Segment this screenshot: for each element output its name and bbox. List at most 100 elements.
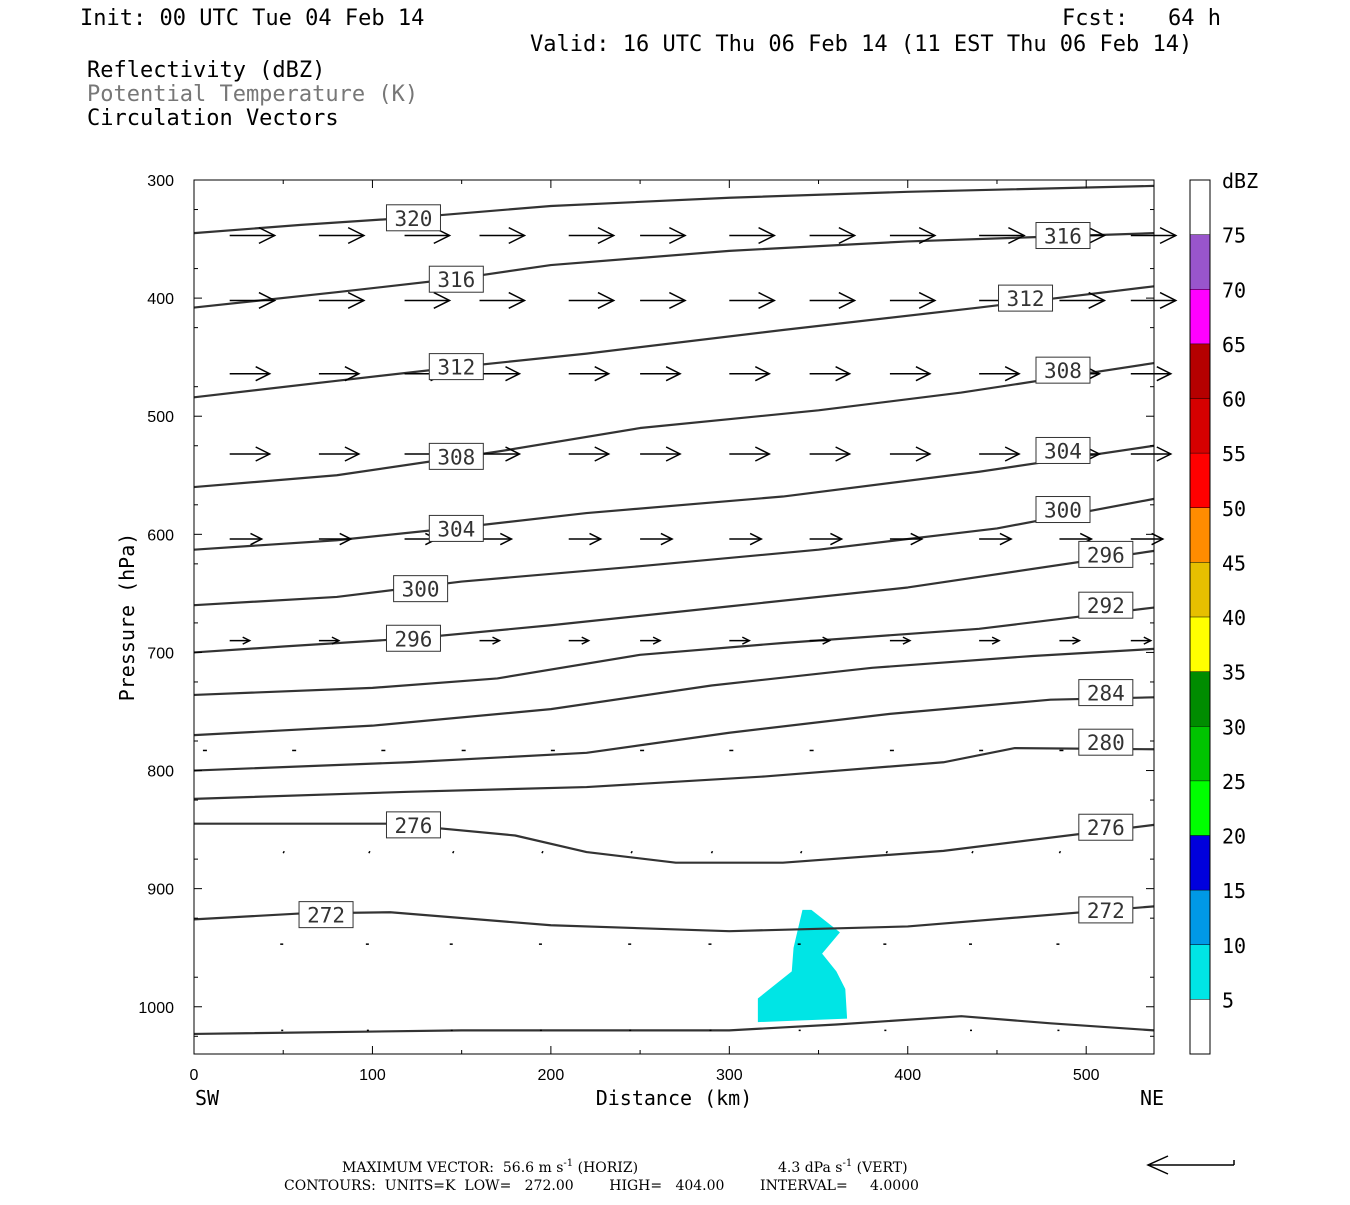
theta-contour-labels: 3203163163123123083083043043003002962962…	[298, 204, 1134, 929]
vector-head	[258, 291, 277, 310]
colorbar-segment	[1190, 507, 1210, 563]
y-tick-label: 800	[147, 764, 174, 781]
theta-label-box	[1035, 356, 1091, 384]
circulation-vector	[729, 291, 776, 310]
vector-head	[492, 636, 502, 645]
colorbar: 5 10 15 20 25 30 35 40 45 50 55 60 65 70 75	[1189, 179, 1246, 1055]
circulation-vector	[979, 366, 1021, 382]
theta-label-276: 276	[1078, 813, 1134, 841]
x-tick-label: 400	[894, 1067, 921, 1084]
circulation-vector	[889, 636, 912, 645]
vector-head	[1088, 226, 1107, 245]
vector-head	[991, 636, 1001, 645]
circulation-vector	[318, 446, 361, 462]
circulation-vector	[1130, 636, 1153, 645]
field-circulation-vectors: Circulation Vectors	[87, 106, 339, 131]
circulation-vector	[1130, 446, 1173, 462]
circulation-vector	[568, 636, 591, 645]
circulation-vector	[568, 366, 611, 382]
colorbar-segment	[1190, 234, 1210, 290]
forecast-hour: Fcst: 64 h	[1062, 6, 1221, 31]
vector-head	[1159, 291, 1178, 310]
theta-label-box	[1035, 222, 1091, 250]
theta-label-text: 320	[395, 207, 433, 231]
circulation-vector	[809, 446, 852, 462]
y-tick-label: 700	[147, 645, 174, 662]
theta-label-box	[1035, 436, 1091, 464]
circulation-vector	[229, 636, 252, 645]
vector-head	[1156, 366, 1173, 382]
init-time: Init: 00 UTC Tue 04 Feb 14	[80, 6, 424, 31]
circulation-vector	[568, 291, 616, 310]
vector-head	[838, 226, 857, 245]
vector-head	[830, 532, 844, 546]
colorbar-segment	[1190, 398, 1210, 454]
circulation-vector	[1130, 532, 1165, 546]
vector-head	[918, 291, 937, 310]
theta-label-box	[1078, 896, 1134, 924]
valid-time: Valid: 16 UTC Thu 06 Feb 14 (11 EST Thu …	[530, 32, 1192, 57]
circulation-vector	[479, 446, 522, 462]
circulation-vector	[889, 532, 924, 546]
vector-head	[1072, 636, 1082, 645]
theta-contour-292	[193, 606, 1155, 697]
vector-head	[508, 291, 527, 310]
theta-label-text: 292	[1087, 594, 1125, 618]
theta-label-box	[298, 901, 354, 929]
vector-head	[660, 532, 674, 546]
vector-head	[1088, 291, 1107, 310]
circulation-vector	[979, 532, 1013, 546]
vector-head	[749, 532, 763, 546]
colorbar-level-label: 50	[1222, 497, 1246, 521]
theta-label-text: 304	[1044, 439, 1082, 463]
theta-label-box	[998, 284, 1054, 312]
theta-contour-296	[193, 549, 1155, 654]
circulation-vector	[318, 532, 353, 546]
vector-head	[594, 366, 611, 382]
theta-label-box	[428, 353, 484, 381]
colorbar-level-label: 25	[1222, 770, 1246, 794]
vector-head	[258, 226, 277, 245]
circulation-vector	[640, 446, 682, 462]
circulation-vector	[971, 850, 974, 854]
vector-head	[822, 636, 832, 645]
y-tick-label: 600	[147, 527, 174, 544]
theta-label-text: 300	[1044, 499, 1082, 523]
theta-label-316: 316	[1035, 222, 1091, 250]
reference-vector-arrow	[1146, 1155, 1235, 1175]
vector-head	[835, 366, 852, 382]
theta-label-296: 296	[1078, 540, 1134, 568]
circulation-vector	[979, 226, 1026, 245]
vector-head	[918, 226, 937, 245]
circulation-vector	[479, 636, 502, 645]
colorbar-level-label: 40	[1222, 606, 1246, 630]
theta-label-272: 272	[1078, 896, 1134, 924]
circulation-vector	[885, 850, 889, 854]
vector-head	[344, 446, 361, 462]
theta-label-box	[1078, 679, 1134, 707]
theta-label-box	[393, 575, 449, 603]
circulation-vector	[229, 291, 277, 310]
vector-head	[1159, 226, 1178, 245]
circulation-vector	[318, 291, 366, 310]
theta-label-text: 312	[1007, 287, 1045, 311]
colorbar-level-label: 35	[1222, 661, 1246, 685]
colorbar-segment	[1190, 562, 1210, 617]
circulation-vector	[318, 636, 341, 645]
circulation-vector	[479, 366, 522, 382]
circulation-vector	[800, 850, 803, 854]
theta-label-284: 284	[1078, 679, 1134, 707]
vector-shaft	[885, 850, 889, 854]
theta-label-box	[428, 514, 484, 542]
circulation-vector	[809, 226, 857, 245]
theta-label-308: 308	[428, 442, 484, 470]
theta-label-box	[385, 811, 441, 839]
circulation-vector	[729, 446, 771, 462]
colorbar-segment	[1190, 835, 1210, 891]
circulation-vector	[640, 291, 687, 310]
theta-contour-280	[193, 746, 1155, 800]
colorbar-segment	[1190, 726, 1210, 781]
circulation-vector	[318, 366, 361, 382]
circulation-vector	[979, 446, 1021, 462]
x-tick-label: 0	[190, 1067, 199, 1084]
